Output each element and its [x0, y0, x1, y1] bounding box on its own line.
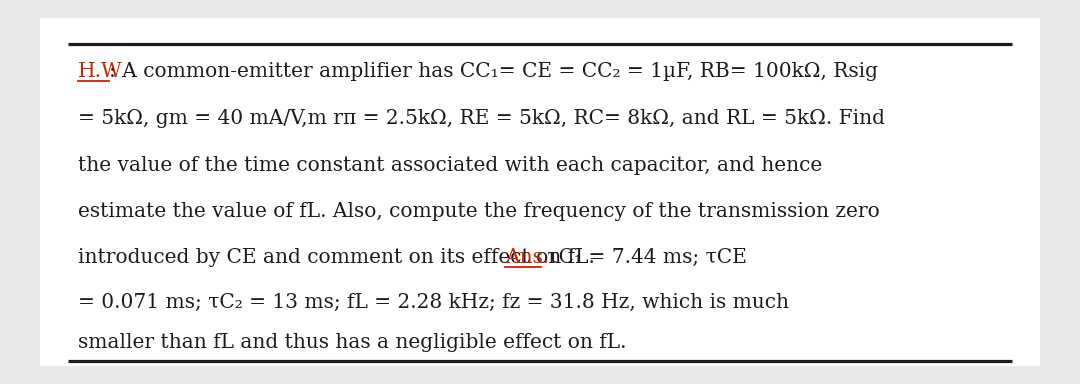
FancyBboxPatch shape: [40, 18, 1040, 366]
Text: estimate the value of fL. Also, compute the frequency of the transmission zero: estimate the value of fL. Also, compute …: [78, 202, 880, 221]
Text: : A common-emitter amplifier has CC₁= CE = CC₂ = 1µF, RB= 100kΩ, Rsig: : A common-emitter amplifier has CC₁= CE…: [109, 62, 878, 81]
Text: H.W: H.W: [78, 62, 123, 81]
Text: introduced by CE and comment on its effect on fL.: introduced by CE and comment on its effe…: [78, 248, 602, 267]
Text: = 5kΩ, gm = 40 mA/V,m rπ = 2.5kΩ, RE = 5kΩ, RC= 8kΩ, and RL = 5kΩ. Find: = 5kΩ, gm = 40 mA/V,m rπ = 2.5kΩ, RE = 5…: [78, 109, 885, 128]
Text: smaller than fL and thus has a negligible effect on fL.: smaller than fL and thus has a negligibl…: [78, 333, 626, 352]
Text: τC₁ = 7.44 ms; τCE: τC₁ = 7.44 ms; τCE: [541, 248, 746, 267]
Text: the value of the time constant associated with each capacitor, and hence: the value of the time constant associate…: [78, 156, 822, 175]
Text: Ans.: Ans.: [504, 248, 549, 267]
Text: = 0.071 ms; τC₂ = 13 ms; fL = 2.28 kHz; fz = 31.8 Hz, which is much: = 0.071 ms; τC₂ = 13 ms; fL = 2.28 kHz; …: [78, 293, 789, 312]
